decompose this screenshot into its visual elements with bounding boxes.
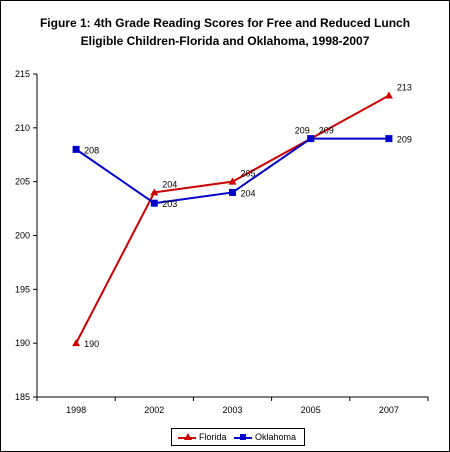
x-tick-label: 1998 bbox=[66, 405, 86, 415]
x-tick-label: 2005 bbox=[301, 405, 321, 415]
data-label-oklahoma: 204 bbox=[241, 188, 256, 198]
data-label-florida: 205 bbox=[241, 169, 256, 179]
data-label-oklahoma: 209 bbox=[397, 135, 412, 145]
data-point-oklahoma bbox=[229, 188, 236, 196]
data-point-florida bbox=[228, 177, 237, 185]
legend-triangle-marker-icon bbox=[184, 433, 192, 440]
y-tick-label: 200 bbox=[15, 231, 30, 241]
data-label-florida: 190 bbox=[84, 339, 99, 349]
x-tick-label: 2003 bbox=[222, 405, 242, 415]
y-tick-label: 215 bbox=[15, 69, 30, 79]
data-point-florida bbox=[384, 91, 393, 99]
legend: Florida Oklahoma bbox=[171, 428, 305, 446]
data-label-oklahoma: 209 bbox=[295, 126, 310, 136]
data-label-oklahoma: 208 bbox=[84, 145, 99, 155]
legend-label-florida: Florida bbox=[199, 432, 227, 442]
y-tick-label: 195 bbox=[15, 284, 30, 294]
y-tick-label: 190 bbox=[15, 338, 30, 348]
x-tick-label: 2007 bbox=[379, 405, 399, 415]
y-tick-label: 210 bbox=[15, 123, 30, 133]
data-point-oklahoma bbox=[72, 145, 80, 153]
legend-label-oklahoma: Oklahoma bbox=[255, 432, 297, 442]
series-line-florida bbox=[75, 94, 390, 344]
data-point-oklahoma bbox=[307, 135, 315, 143]
data-label-oklahoma: 203 bbox=[162, 199, 177, 209]
data-point-florida bbox=[72, 339, 81, 347]
x-tick-label: 2002 bbox=[144, 405, 164, 415]
data-label-florida: 213 bbox=[397, 83, 412, 93]
data-point-oklahoma bbox=[385, 135, 393, 143]
y-tick-label: 185 bbox=[15, 392, 30, 402]
legend-square-marker-icon bbox=[240, 434, 246, 440]
chart-title: Figure 1: 4th Grade Reading Scores for F… bbox=[39, 16, 411, 48]
data-point-oklahoma bbox=[150, 199, 158, 207]
data-label-florida: 209 bbox=[319, 126, 334, 136]
data-label-florida: 204 bbox=[162, 179, 177, 189]
data-point-florida bbox=[150, 188, 159, 196]
y-tick-label: 205 bbox=[15, 177, 30, 187]
